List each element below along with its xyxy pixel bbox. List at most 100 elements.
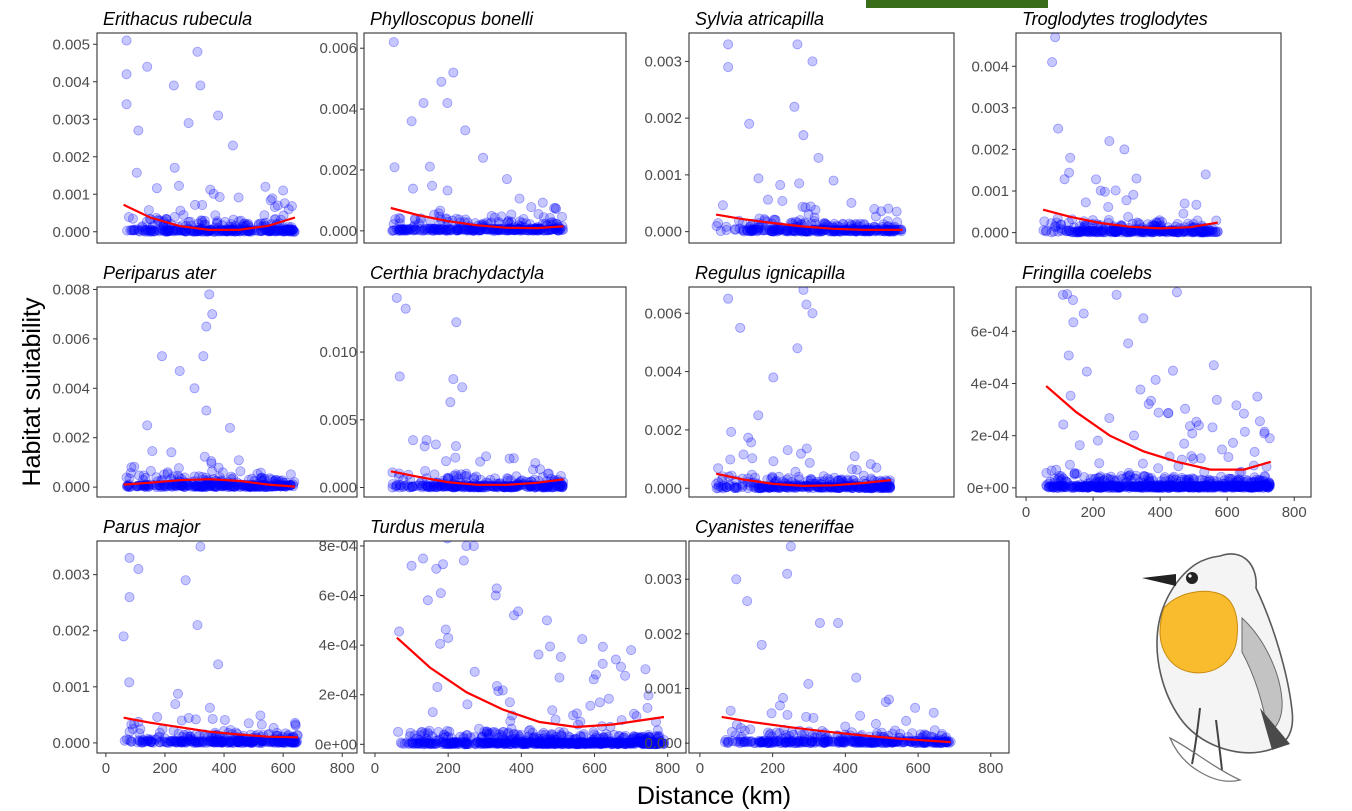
data-point	[270, 224, 281, 235]
data-point	[431, 482, 442, 493]
data-point	[1202, 226, 1213, 237]
data-point	[865, 459, 876, 470]
data-point	[1163, 408, 1174, 419]
data-point	[1198, 227, 1209, 238]
x-axis-title: Distance (km)	[637, 782, 791, 810]
data-point	[197, 200, 208, 211]
x-tick-label: 600	[906, 760, 931, 777]
data-point	[723, 39, 734, 50]
data-point	[227, 140, 238, 151]
data-point	[436, 224, 447, 235]
data-point	[772, 224, 783, 235]
data-point	[1108, 225, 1119, 236]
data-point	[1058, 480, 1069, 491]
data-point	[145, 736, 156, 747]
x-tick-label: 400	[212, 760, 237, 777]
data-point	[194, 481, 205, 492]
data-point	[469, 472, 480, 483]
data-point	[411, 224, 422, 235]
y-tick-label: 0.002	[52, 623, 90, 640]
data-point	[752, 226, 763, 237]
data-point	[189, 383, 200, 394]
data-point	[215, 481, 226, 492]
data-point	[878, 226, 889, 237]
data-point	[404, 224, 415, 235]
data-point	[801, 443, 812, 454]
data-point	[1153, 217, 1164, 228]
data-point	[406, 481, 417, 492]
data-point	[234, 481, 245, 492]
data-point	[486, 211, 497, 222]
data-point	[766, 708, 777, 719]
panel-title: Certhia brachydactyla	[370, 263, 544, 283]
data-point	[597, 658, 608, 669]
data-point	[397, 223, 408, 234]
data-point	[1074, 221, 1085, 232]
data-point	[282, 224, 293, 235]
data-point	[205, 184, 216, 195]
data-point	[876, 206, 887, 217]
data-point	[442, 98, 453, 109]
data-point	[859, 218, 870, 229]
panel-frame	[96, 286, 358, 498]
data-point	[1110, 226, 1121, 237]
data-point	[170, 699, 181, 710]
data-point	[443, 632, 454, 643]
data-point	[192, 481, 203, 492]
data-point	[171, 481, 182, 492]
data-point	[501, 174, 512, 185]
data-point	[542, 482, 553, 493]
data-point	[1080, 226, 1091, 237]
data-point	[1176, 472, 1187, 483]
panel-title: Troglodytes troglodytes	[1022, 9, 1208, 29]
data-point	[216, 481, 227, 492]
data-point	[1098, 225, 1109, 236]
fit-line	[390, 206, 564, 230]
data-point	[272, 200, 283, 211]
data-point	[204, 289, 215, 300]
data-point	[792, 343, 803, 354]
y-tick-label: 0.006	[319, 40, 357, 57]
data-point	[1094, 458, 1105, 469]
data-point	[1191, 480, 1202, 491]
data-point	[1179, 438, 1190, 449]
data-point	[439, 224, 450, 235]
data-point	[288, 225, 299, 236]
data-point	[166, 481, 177, 492]
panel: Troglodytes troglodytes 0.000 0.001 0.002 0.…	[971, 9, 1282, 244]
data-point	[418, 553, 429, 564]
data-point	[1112, 226, 1123, 237]
data-point	[422, 223, 433, 234]
data-point	[134, 470, 145, 481]
data-point	[756, 639, 767, 650]
data-point	[402, 225, 413, 236]
data-point	[259, 210, 270, 221]
data-point	[224, 422, 235, 433]
data-point	[420, 465, 431, 476]
data-point	[277, 226, 288, 237]
data-point	[432, 481, 443, 492]
scatter-series	[387, 292, 569, 493]
data-point	[747, 225, 758, 236]
data-point	[255, 710, 266, 721]
data-point	[185, 481, 196, 492]
data-point	[1064, 226, 1075, 237]
data-point	[785, 541, 796, 552]
data-point	[809, 216, 820, 227]
data-point	[266, 474, 277, 485]
data-point	[1208, 226, 1219, 237]
data-point	[394, 626, 405, 637]
data-point	[285, 469, 296, 480]
data-point	[809, 737, 820, 748]
data-point	[1078, 221, 1089, 232]
data-point	[411, 481, 422, 492]
y-tick-label: 0.000	[644, 480, 682, 497]
data-point	[762, 194, 773, 205]
data-point	[278, 226, 289, 237]
data-point	[211, 481, 222, 492]
data-point	[279, 226, 290, 237]
fit-line	[1042, 208, 1218, 230]
x-tick-label: 0	[371, 760, 379, 777]
data-point	[587, 738, 598, 749]
data-point	[458, 224, 469, 235]
